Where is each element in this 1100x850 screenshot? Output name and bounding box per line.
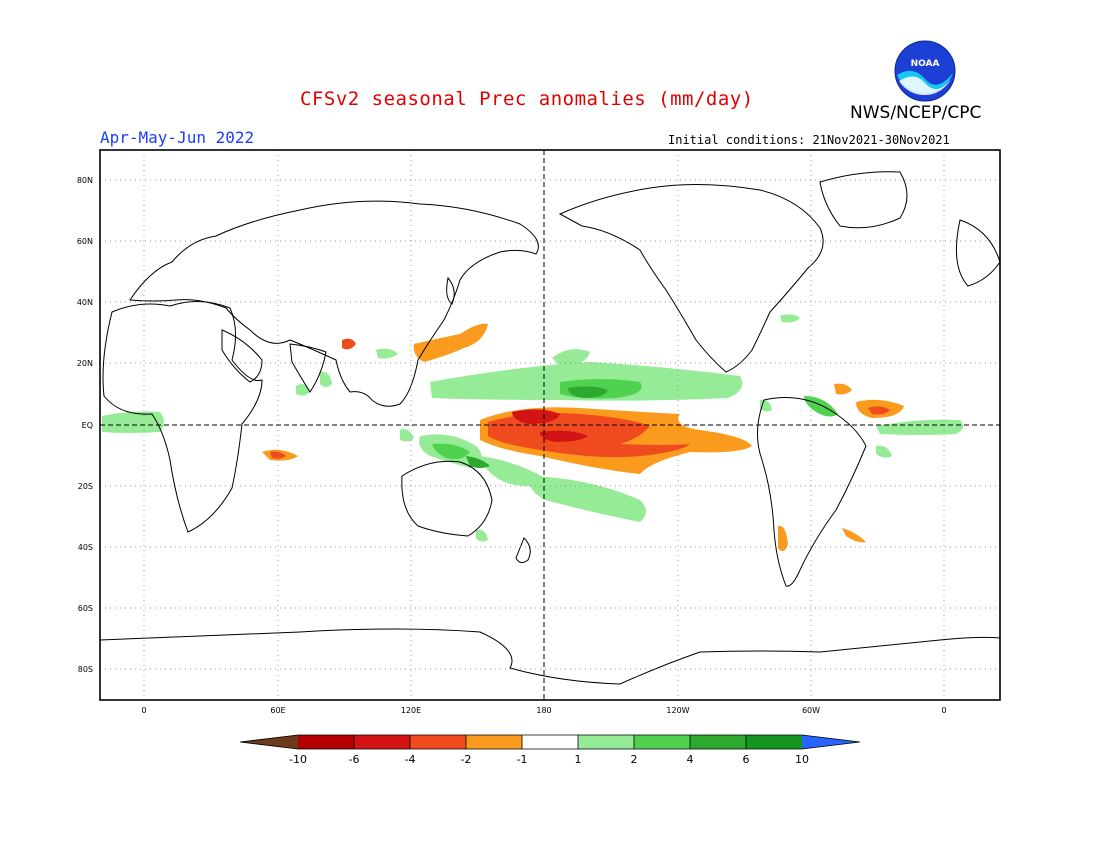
colorbar: -10 -6 -4 -2 -1 1 2 4 6 10 [239,734,861,766]
initial-conditions: Initial conditions: 21Nov2021-30Nov2021 [668,133,950,147]
lat-label: 20N [77,359,93,368]
colorbar-swatch-lt_-10 [240,735,298,749]
colorbar-swatch-4_6 [690,735,746,749]
colorbar-swatch-gt_10 [802,735,860,749]
logo-text: NOAA [911,59,940,69]
colorbar-tick: -2 [461,753,472,766]
colorbar-swatch-1_2 [578,735,634,749]
colorbar-swatch--10_-6 [298,735,354,749]
colorbar-tick: -1 [517,753,528,766]
japan-outline [446,276,455,305]
map-frame [99,149,1001,701]
new-zealand-outline [515,537,531,564]
wet-band-south-pacific [529,476,646,522]
antarctica-outline [99,628,1001,685]
colorbar-swatch--1_1 [522,735,578,749]
lat-label: 80S [78,665,93,674]
lat-label: 20S [78,482,93,491]
colorbar-tick: -10 [289,753,307,766]
australia-outline [401,460,493,537]
lon-label: 60E [270,706,285,715]
noaa-logo: NOAA [894,40,956,102]
agency-label: NWS/NCEP/CPC [850,103,982,123]
map-grid: 80N 60N 40N 20N EQ 20S 40S 60S 80S 0 60E… [77,149,1001,715]
lon-label: 120E [401,706,421,715]
greenland-outline [819,171,908,229]
lat-label: 80N [77,176,93,185]
lat-label: 40S [78,543,93,552]
colorbar-tick: -4 [405,753,416,766]
lon-label: 0 [941,706,946,715]
colorbar-tick: 6 [743,753,750,766]
south-america-outline [757,397,867,587]
colorbar-swatch-6_10 [746,735,802,749]
anomaly-shading [102,314,964,552]
europe-west-outline [955,219,1001,287]
lat-label: 60S [78,604,93,613]
lon-label: 60W [802,706,820,715]
lat-label: 60N [77,237,93,246]
coastlines [99,171,1001,685]
colorbar-swatch--6_-4 [354,735,410,749]
wet-band-equatorial-africa [102,411,164,433]
lat-label: 40N [77,298,93,307]
arabia-outline [221,329,263,383]
india-outline [289,343,327,393]
colorbar-tick: 4 [687,753,694,766]
wet-band-atlantic [876,419,964,435]
colorbar-tick: 2 [631,753,638,766]
colorbar-swatch--2_-1 [466,735,522,749]
chart-title: CFSv2 seasonal Prec anomalies (mm/day) [300,88,754,110]
north-america-outline [558,183,824,373]
colorbar-tick: 10 [795,753,809,766]
lon-label: 180 [536,706,551,715]
forecast-period: Apr-May-Jun 2022 [100,128,255,147]
eurasia-outline [129,200,539,407]
colorbar-tick: -6 [349,753,360,766]
colorbar-tick: 1 [575,753,582,766]
lon-label: 120W [666,706,689,715]
lat-label: EQ [82,421,93,430]
africa-outline [102,301,263,533]
lon-label: 0 [141,706,146,715]
colorbar-swatch--4_-2 [410,735,466,749]
colorbar-swatch-2_4 [634,735,690,749]
